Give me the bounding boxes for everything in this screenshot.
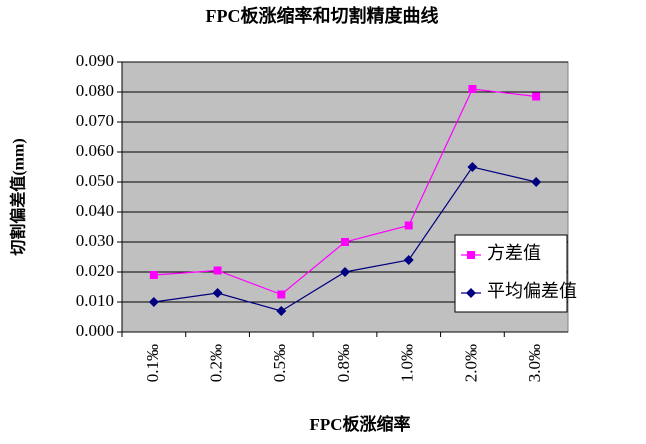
y-tick-label: 0.000 xyxy=(76,321,114,340)
data-point xyxy=(149,271,158,279)
data-point xyxy=(148,297,159,307)
x-tick-label: 2.0‰ xyxy=(461,344,480,382)
y-tick-label: 0.030 xyxy=(76,231,114,250)
data-point xyxy=(212,288,223,298)
y-tick-label: 0.040 xyxy=(76,201,114,220)
x-tick-label: 1.0‰ xyxy=(398,344,417,382)
y-tick-label: 0.020 xyxy=(76,261,114,280)
y-tick-label: 0.070 xyxy=(76,111,114,130)
x-tick-label: 0.5‰ xyxy=(270,344,289,382)
data-point xyxy=(213,266,222,275)
legend-marker xyxy=(467,251,475,259)
legend-label: 方差值 xyxy=(487,243,541,263)
x-axis-title: FPC板涨缩率 xyxy=(309,414,410,434)
y-tick-label: 0.050 xyxy=(76,171,114,190)
y-axis-title: 切割偏差值(mm) xyxy=(9,138,28,255)
x-tick-label: 3.0‰ xyxy=(525,344,544,382)
legend-box xyxy=(454,234,568,313)
data-point xyxy=(531,177,542,187)
data-point xyxy=(404,221,413,230)
data-point xyxy=(532,92,541,101)
data-point xyxy=(467,162,478,172)
y-tick-label: 0.010 xyxy=(76,291,114,310)
chart-title: FPC板涨缩率和切割精度曲线 xyxy=(206,5,439,26)
legend-label: 平均偏差值 xyxy=(487,281,577,301)
legend-marker xyxy=(466,288,476,298)
x-tick-label: 0.2‰ xyxy=(206,344,225,382)
y-tick-label: 0.080 xyxy=(76,81,114,100)
data-point xyxy=(468,85,477,93)
y-tick-label: 0.090 xyxy=(76,51,114,70)
y-tick-label: 0.060 xyxy=(76,141,114,160)
x-tick-label: 0.1‰ xyxy=(143,344,162,382)
x-tick-label: 0.8‰ xyxy=(334,344,353,382)
data-point xyxy=(341,238,349,246)
data-point xyxy=(276,306,287,316)
data-point xyxy=(340,267,350,277)
data-point xyxy=(403,255,414,265)
data-point xyxy=(277,290,286,299)
